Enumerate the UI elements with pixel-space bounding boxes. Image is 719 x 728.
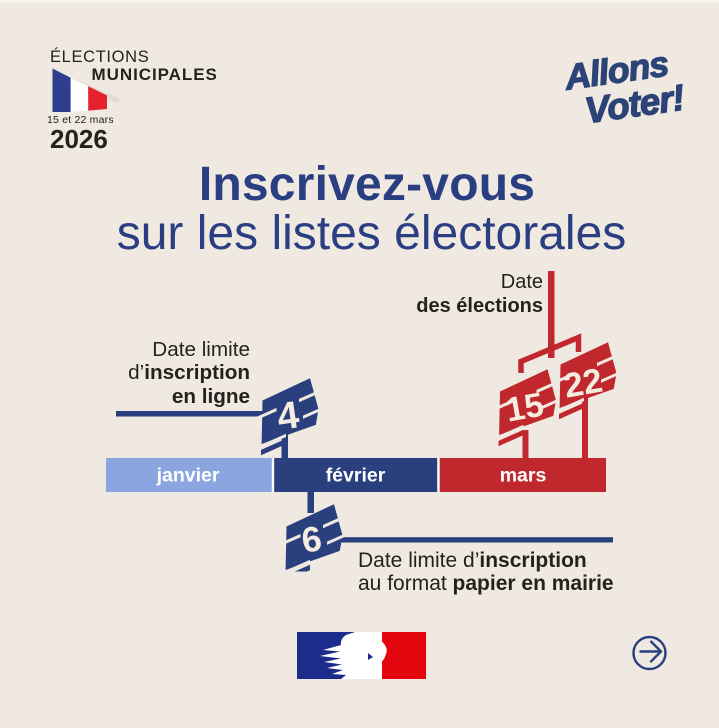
svg-text:22: 22 bbox=[561, 362, 605, 406]
svg-text:janvier: janvier bbox=[156, 465, 220, 487]
svg-text:15: 15 bbox=[503, 386, 547, 430]
svg-text:février: février bbox=[326, 465, 386, 487]
svg-text:mars: mars bbox=[500, 465, 547, 487]
